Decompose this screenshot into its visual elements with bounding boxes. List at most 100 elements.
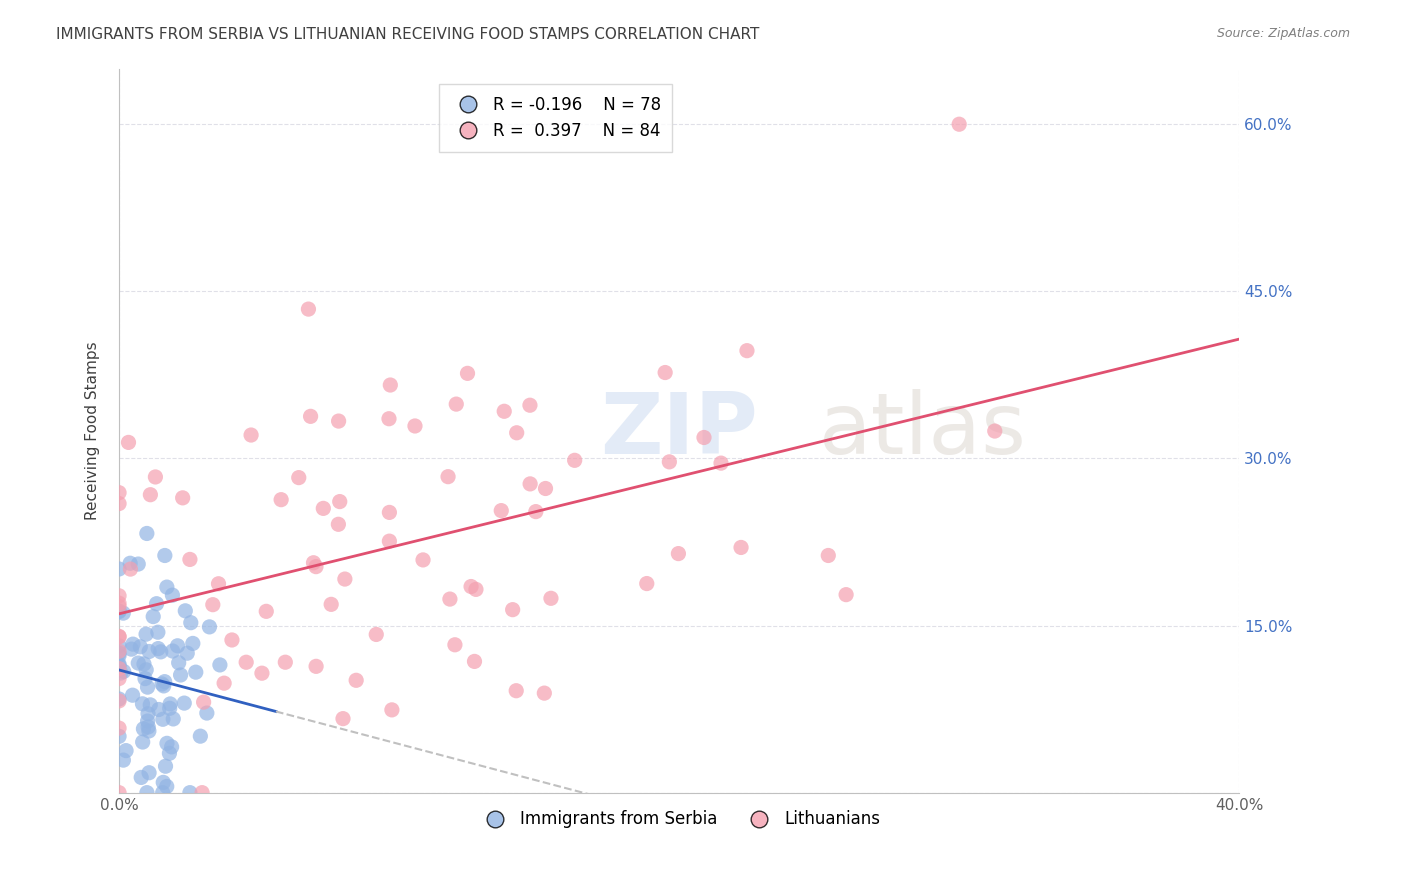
Point xyxy=(505,425,527,440)
Point xyxy=(121,688,143,702)
Point xyxy=(112,753,135,767)
Point xyxy=(108,604,131,618)
Point xyxy=(730,541,752,555)
Point xyxy=(108,630,131,644)
Point xyxy=(108,694,131,708)
Point xyxy=(312,501,335,516)
Point xyxy=(984,424,1007,438)
Point xyxy=(156,736,179,750)
Point xyxy=(404,419,426,434)
Point xyxy=(156,780,179,794)
Point xyxy=(150,677,173,691)
Point xyxy=(145,470,167,484)
Point xyxy=(152,775,174,789)
Point xyxy=(817,549,839,563)
Point xyxy=(135,663,157,677)
Point xyxy=(491,503,513,517)
Point xyxy=(519,398,541,412)
Point xyxy=(378,534,401,549)
Point xyxy=(136,706,159,721)
Point xyxy=(835,588,858,602)
Point xyxy=(155,759,177,773)
Point xyxy=(463,654,485,668)
Point xyxy=(412,553,434,567)
Point xyxy=(174,604,197,618)
Point xyxy=(173,696,195,710)
Point xyxy=(146,641,169,656)
Point xyxy=(344,673,367,688)
Point xyxy=(494,404,516,418)
Point xyxy=(108,644,131,658)
Point xyxy=(305,559,328,574)
Point xyxy=(460,580,482,594)
Point xyxy=(524,505,547,519)
Point xyxy=(108,605,131,619)
Point xyxy=(658,455,681,469)
Point xyxy=(108,497,131,511)
Point xyxy=(132,657,155,671)
Point xyxy=(305,659,328,673)
Point xyxy=(193,695,215,709)
Point xyxy=(179,786,201,800)
Point xyxy=(138,644,160,658)
Point xyxy=(654,366,676,380)
Point xyxy=(159,697,181,711)
Point xyxy=(159,701,181,715)
Point xyxy=(235,655,257,669)
Point xyxy=(181,636,204,650)
Point xyxy=(457,367,479,381)
Point xyxy=(179,552,201,566)
Text: IMMIGRANTS FROM SERBIA VS LITHUANIAN RECEIVING FOOD STAMPS CORRELATION CHART: IMMIGRANTS FROM SERBIA VS LITHUANIAN REC… xyxy=(56,27,759,42)
Point xyxy=(221,632,243,647)
Point xyxy=(108,729,131,743)
Point xyxy=(167,656,190,670)
Point xyxy=(564,453,586,467)
Point xyxy=(152,679,174,693)
Point xyxy=(146,625,169,640)
Point xyxy=(207,576,229,591)
Point xyxy=(136,680,159,694)
Point xyxy=(156,580,179,594)
Point xyxy=(135,786,157,800)
Point xyxy=(160,739,183,754)
Point xyxy=(184,665,207,680)
Point xyxy=(444,638,467,652)
Point xyxy=(153,674,176,689)
Point xyxy=(148,702,170,716)
Point xyxy=(162,588,184,602)
Point xyxy=(108,657,131,672)
Point xyxy=(115,744,138,758)
Point xyxy=(250,666,273,681)
Point xyxy=(439,592,461,607)
Point xyxy=(142,609,165,624)
Point xyxy=(138,765,160,780)
Point xyxy=(274,655,297,669)
Point xyxy=(321,598,343,612)
Point xyxy=(131,735,153,749)
Point xyxy=(135,627,157,641)
Y-axis label: Receiving Food Stamps: Receiving Food Stamps xyxy=(86,342,100,520)
Point xyxy=(112,606,135,620)
Point xyxy=(710,456,733,470)
Point xyxy=(108,662,131,676)
Point xyxy=(668,547,690,561)
Point xyxy=(108,589,131,603)
Point xyxy=(108,672,131,686)
Point xyxy=(437,469,460,483)
Point xyxy=(152,712,174,726)
Point xyxy=(198,620,221,634)
Point xyxy=(533,686,555,700)
Point xyxy=(108,646,131,660)
Point xyxy=(366,627,388,641)
Point xyxy=(328,414,350,428)
Point xyxy=(446,397,468,411)
Point xyxy=(129,771,152,785)
Point xyxy=(139,698,162,712)
Point xyxy=(693,430,716,444)
Point xyxy=(162,712,184,726)
Point xyxy=(378,505,401,519)
Point xyxy=(333,572,356,586)
Point xyxy=(134,672,156,686)
Point xyxy=(131,697,153,711)
Legend: Immigrants from Serbia, Lithuanians: Immigrants from Serbia, Lithuanians xyxy=(471,804,887,835)
